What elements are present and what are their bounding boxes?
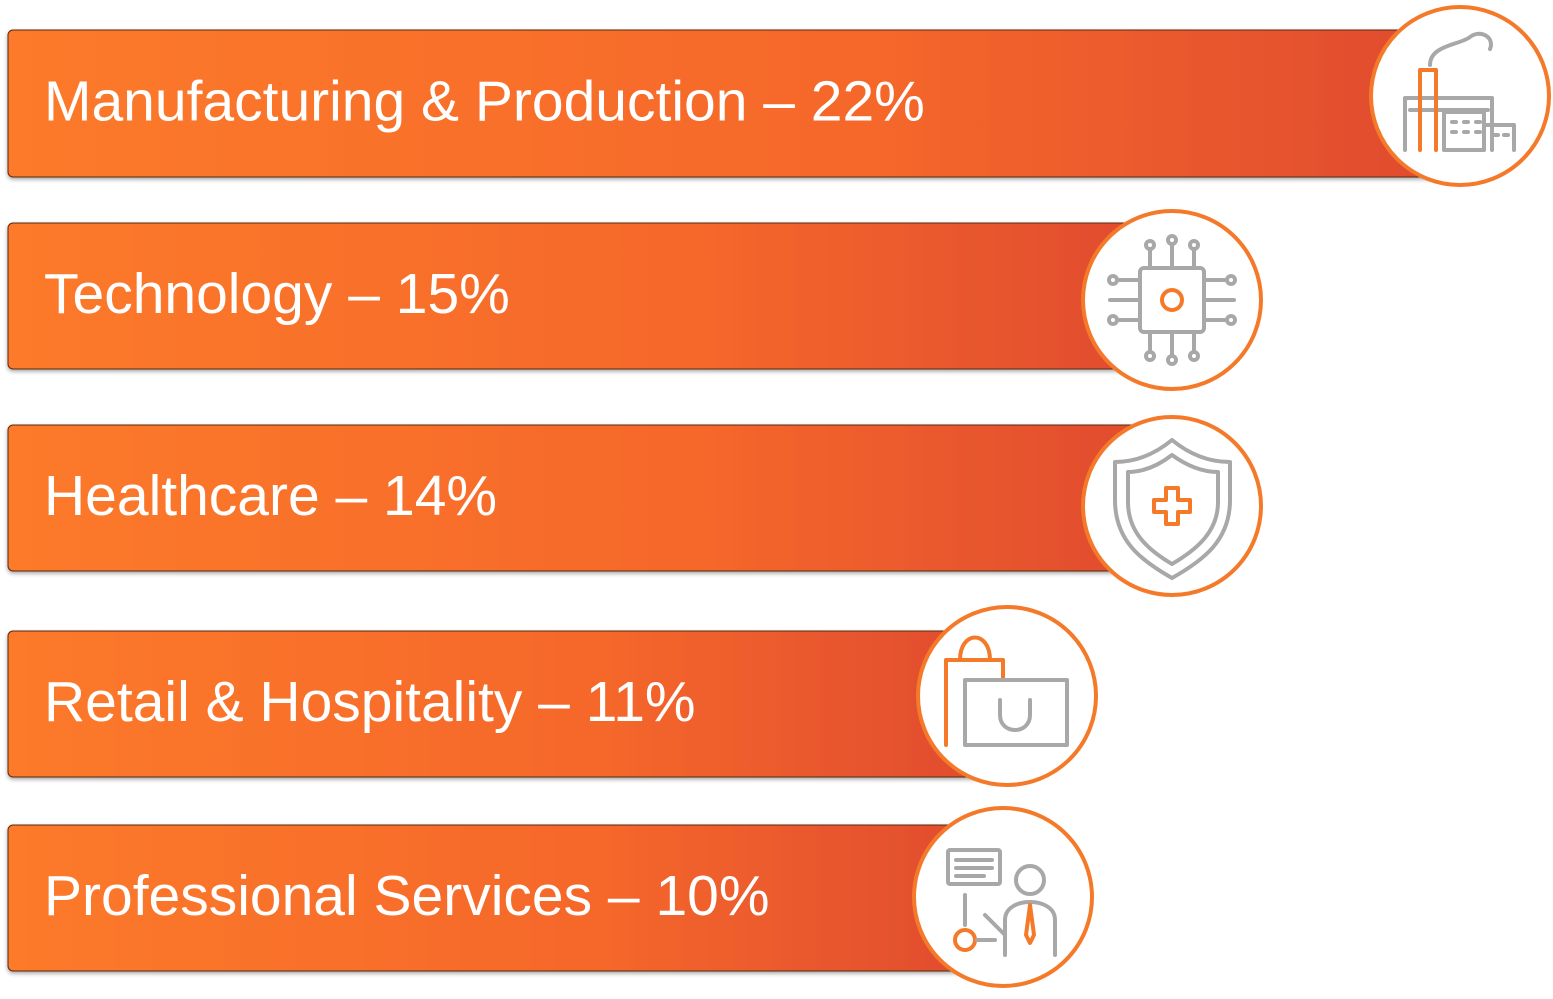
icon-part — [1024, 903, 1036, 945]
icon-part — [1126, 453, 1220, 566]
row: Healthcare – 14% — [7, 415, 1263, 597]
icon-part — [946, 848, 1002, 886]
row-label: Retail & Hospitality – 11% — [44, 670, 696, 734]
icon-part — [963, 678, 1069, 747]
icon — [944, 635, 1069, 747]
icon-part — [1107, 314, 1119, 326]
row: Retail & Hospitality – 11% — [7, 605, 1098, 787]
rows: Manufacturing & Production – 22% Technolo… — [7, 5, 1551, 988]
icon-part — [983, 900, 1057, 957]
icon — [946, 848, 1057, 957]
icon-part — [998, 698, 1032, 732]
icon-part — [1144, 350, 1156, 362]
icon-circle — [1081, 415, 1263, 597]
icon-part — [1442, 110, 1486, 152]
icon-part — [1450, 120, 1516, 152]
row-label: Professional Services – 10% — [44, 864, 770, 928]
icon-part — [1152, 486, 1192, 526]
icon-part — [944, 635, 1005, 747]
icon-part — [1188, 350, 1200, 362]
icon — [1113, 438, 1232, 580]
icon-part — [963, 893, 997, 942]
row: Technology – 15% — [7, 209, 1263, 391]
icon-part — [954, 858, 994, 878]
icon-circle — [912, 806, 1094, 988]
icon-part — [1107, 274, 1119, 286]
row: Manufacturing & Production – 22% — [7, 5, 1551, 187]
row-label: Technology – 15% — [44, 262, 510, 326]
icon-part — [1144, 239, 1156, 251]
icon-part — [1225, 274, 1237, 286]
icon-part — [1166, 234, 1178, 246]
row-label: Healthcare – 14% — [44, 464, 497, 528]
icon-part — [1225, 314, 1237, 326]
icon-part — [1166, 354, 1178, 366]
row: Professional Services – 10% — [7, 806, 1094, 988]
icon-part — [1014, 864, 1046, 896]
icon-part — [1160, 288, 1184, 312]
icon-part — [1418, 68, 1438, 152]
icon-part — [1113, 438, 1232, 580]
icon-part — [1188, 239, 1200, 251]
icon — [1403, 31, 1516, 152]
icon-circle — [1081, 209, 1263, 391]
icon-part — [1108, 243, 1236, 357]
icon — [1107, 234, 1237, 366]
icon-part — [1428, 31, 1493, 67]
row-label: Manufacturing & Production – 22% — [44, 70, 925, 134]
